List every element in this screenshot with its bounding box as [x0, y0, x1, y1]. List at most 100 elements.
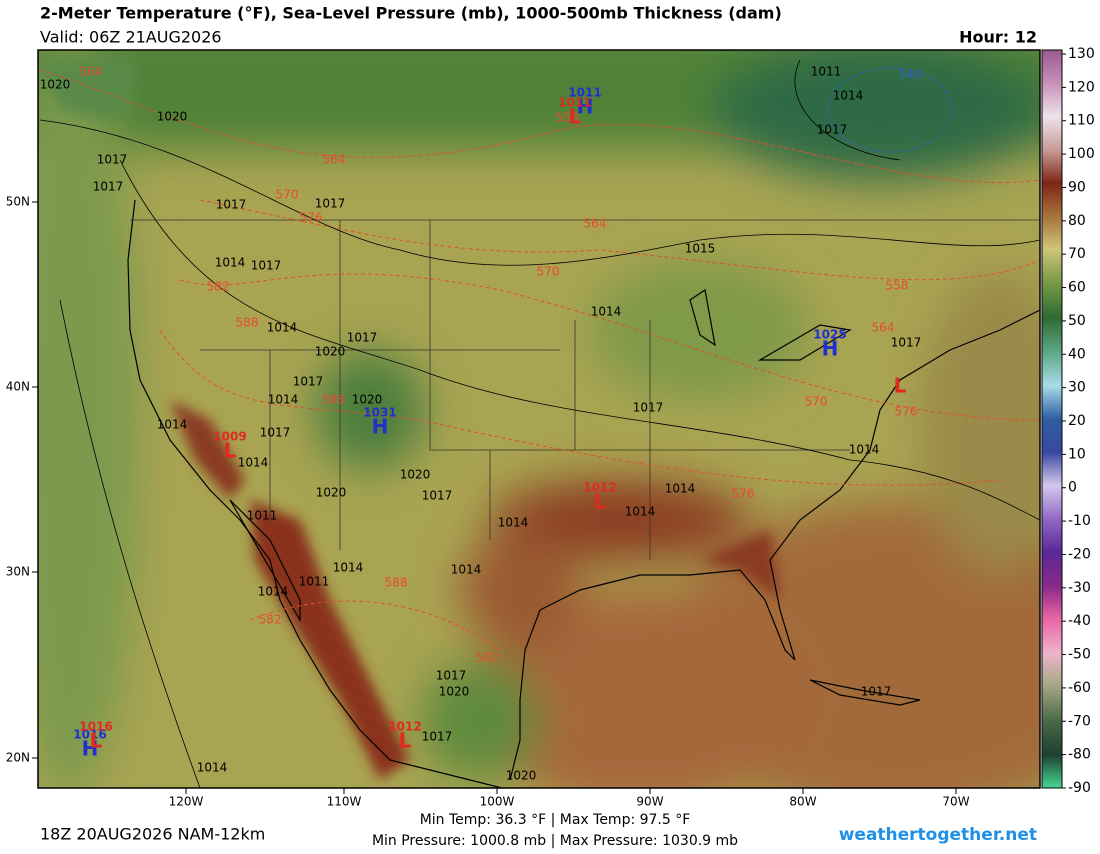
thickness-label: 582 — [476, 651, 499, 665]
isobar-label: 1014 — [258, 585, 289, 599]
thickness-label: 582 — [207, 280, 230, 294]
coastlines — [127, 199, 1040, 788]
isobar-label: 1017 — [861, 685, 892, 699]
pressure-center-letter: H — [82, 737, 99, 761]
isobar-label: 1017 — [216, 198, 247, 212]
isobar-label: 1011 — [811, 65, 842, 79]
isobar-label: 1017 — [633, 401, 664, 415]
lon-label: 120W — [169, 795, 204, 809]
colorbar-label: -10 — [1068, 513, 1091, 529]
thickness-label: 564 — [323, 153, 346, 167]
isobar-label: 1017 — [817, 123, 848, 137]
isobar-label: 1015 — [685, 242, 716, 256]
lon-label: 70W — [942, 795, 969, 809]
isobar-label: 1014 — [267, 321, 298, 335]
isobar-label: 1014 — [833, 89, 864, 103]
pressure-center-value: 1012 — [388, 720, 421, 734]
pressure-center-value: 1025 — [813, 328, 846, 342]
colorbar-label: -80 — [1068, 747, 1091, 763]
colorbar-label: 20 — [1068, 413, 1086, 429]
colorbar-label: 40 — [1068, 346, 1086, 362]
isobar-label: 1017 — [422, 489, 453, 503]
pressure-center-value: 1011 — [558, 96, 591, 110]
pressure-center-letter: L — [894, 374, 907, 398]
isobar-label: 1014 — [849, 443, 880, 457]
pressure-center-value: 1009 — [213, 430, 246, 444]
isobar-label: 1020 — [315, 345, 346, 359]
thickness-contour-cold — [827, 67, 953, 153]
isobar-label: 1011 — [299, 575, 330, 589]
state-borders — [130, 219, 1040, 560]
isobar-label: 1014 — [215, 256, 246, 270]
map-frame — [37, 49, 1041, 789]
colorbar-label: -70 — [1068, 713, 1091, 729]
colorbar-label: -60 — [1068, 680, 1091, 696]
isobar-label: 1014 — [498, 516, 529, 530]
colorbar-label: 120 — [1068, 79, 1095, 95]
lat-label: 30N — [6, 565, 30, 579]
valid-time: Valid: 06Z 21AUG2026 — [40, 28, 222, 47]
lon-label: 110W — [327, 795, 362, 809]
isobar-label: 1014 — [665, 482, 696, 496]
temp-range: Min Temp: 36.3 °F | Max Temp: 97.5 °F — [420, 812, 691, 828]
thickness-label: 570 — [805, 395, 828, 409]
colorbar-label: -30 — [1068, 580, 1091, 596]
colorbar-label: -50 — [1068, 647, 1091, 663]
thickness-label: 564 — [872, 321, 895, 335]
thickness-label: 540 — [899, 68, 922, 82]
pressure-center-letter: H — [577, 95, 594, 119]
colorbar-label: 80 — [1068, 213, 1086, 229]
thickness-label: 558 — [556, 111, 579, 125]
pressure-center-letter: H — [372, 415, 389, 439]
lat-label: 40N — [6, 380, 30, 394]
thickness-label: 564 — [80, 65, 103, 79]
isobar-label: 1017 — [315, 197, 346, 211]
pressure-center-letter: L — [90, 729, 103, 753]
isobar-label: 1020 — [316, 486, 347, 500]
pressure-center-letter: L — [399, 729, 412, 753]
isobar-label: 1014 — [197, 761, 228, 775]
colorbar-label: 100 — [1068, 146, 1095, 162]
isobar-label: 1017 — [251, 259, 282, 273]
lon-label: 90W — [636, 795, 663, 809]
isobars — [39, 59, 1040, 788]
isobar-label: 1017 — [422, 730, 453, 744]
pressure-center-letter: L — [569, 105, 582, 129]
pressure-center-letter: L — [224, 439, 237, 463]
model-run: 18Z 20AUG2026 NAM-12km — [40, 825, 265, 844]
pressure-center-value: 1016 — [73, 728, 106, 742]
isobar-label: 1020 — [439, 685, 470, 699]
colorbar-label: -40 — [1068, 613, 1091, 629]
thickness-label: 576 — [732, 487, 755, 501]
isobar-label: 1020 — [400, 468, 431, 482]
colorbar-label: 50 — [1068, 313, 1086, 329]
isobar-label: 1017 — [97, 153, 128, 167]
site-name: weathertogether.net — [839, 825, 1037, 845]
forecast-hour: Hour: 12 — [959, 28, 1037, 47]
thickness-label: 570 — [276, 188, 299, 202]
isobar-label: 1014 — [157, 418, 188, 432]
thickness-label: 582 — [259, 613, 282, 627]
isobar-label: 1020 — [40, 78, 71, 92]
colorbar — [1041, 49, 1063, 789]
isobar-label: 1017 — [347, 331, 378, 345]
colorbar-label: 90 — [1068, 179, 1086, 195]
thickness-label: 588 — [385, 576, 408, 590]
isobar-label: 1017 — [260, 426, 291, 440]
colorbar-label: 70 — [1068, 246, 1086, 262]
pressure-center-value: 1012 — [583, 481, 616, 495]
pressure-center-value: 1011 — [568, 86, 601, 100]
thickness-label: 588 — [322, 393, 345, 407]
isobar-label: 1014 — [591, 305, 622, 319]
isobar-label: 1017 — [93, 180, 124, 194]
colorbar-label: 30 — [1068, 380, 1086, 396]
thickness-label: 570 — [537, 265, 560, 279]
thickness-label: 558 — [886, 279, 909, 293]
isobar-label: 1014 — [333, 561, 364, 575]
thickness-label: 588 — [236, 316, 259, 330]
pressure-center-letter: H — [822, 337, 839, 361]
thickness-label: 576 — [895, 405, 918, 419]
isobar-label: 1017 — [891, 336, 922, 350]
colorbar-label: 110 — [1068, 113, 1095, 129]
